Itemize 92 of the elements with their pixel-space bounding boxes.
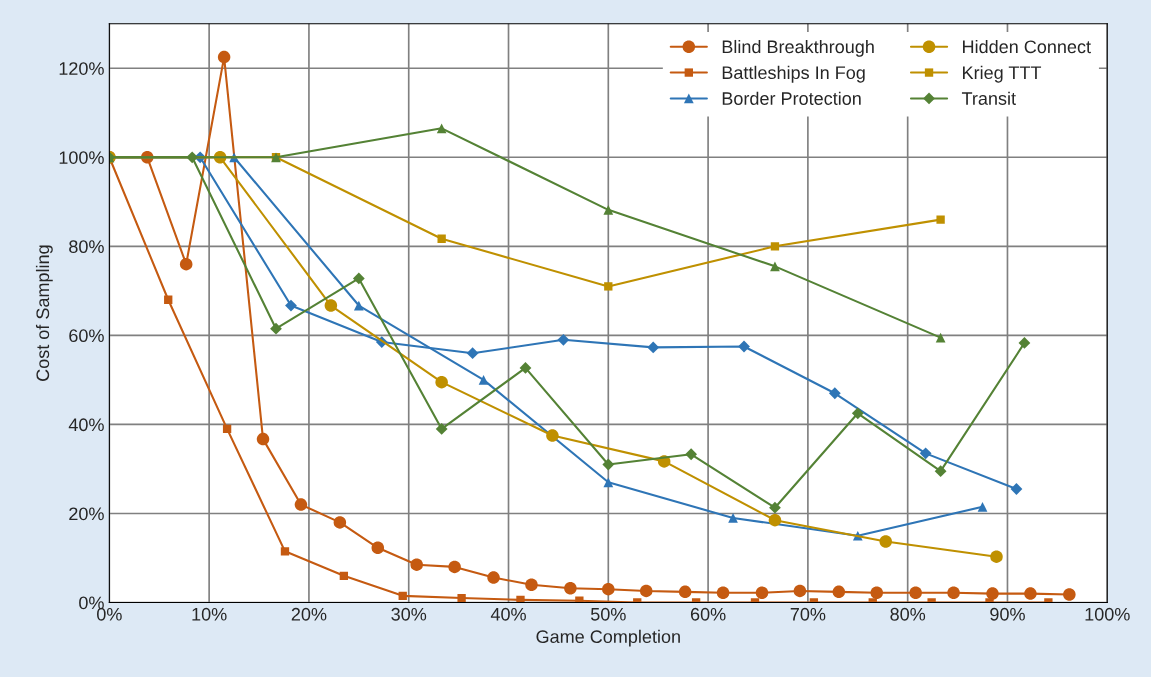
point: [437, 234, 446, 243]
point: [603, 204, 614, 215]
point: [398, 591, 407, 601]
point: [546, 429, 559, 442]
point: [936, 215, 945, 224]
point: [728, 513, 738, 523]
point: [738, 340, 750, 353]
point: [947, 586, 960, 599]
point: [977, 501, 988, 512]
point: [770, 242, 780, 251]
x-tick-label: 60%: [690, 607, 726, 621]
legend-label: Border Protection: [722, 91, 861, 105]
point: [179, 257, 193, 271]
y-tick-label: 100%: [59, 151, 104, 164]
x-tick-label: 20%: [291, 607, 327, 621]
point: [164, 295, 173, 304]
x-tick-label: 80%: [890, 607, 926, 621]
x-tick-label: 50%: [590, 607, 626, 621]
point: [217, 50, 231, 64]
point: [435, 422, 448, 435]
legend-label: Transit: [961, 91, 1016, 105]
x-tick-label: 10%: [192, 607, 227, 621]
point: [602, 582, 615, 596]
point: [851, 407, 864, 420]
y-tick-label: 40%: [68, 418, 104, 432]
point: [222, 424, 232, 434]
y-tick-label: 80%: [69, 240, 104, 254]
point: [990, 550, 1003, 563]
point: [435, 375, 448, 389]
point: [410, 558, 423, 571]
point: [294, 498, 308, 511]
point: [986, 587, 999, 600]
point: [575, 596, 584, 603]
point: [716, 586, 730, 599]
point: [602, 458, 615, 471]
point: [828, 387, 841, 400]
legend-label: Hidden Connect: [963, 39, 1091, 54]
x-axis-title: Game Completion: [536, 629, 680, 647]
point: [793, 584, 807, 598]
point: [487, 571, 500, 584]
point: [832, 585, 846, 599]
point: [557, 333, 570, 346]
point: [525, 578, 538, 591]
x-tick-label: 90%: [990, 607, 1025, 621]
point: [457, 593, 466, 603]
point: [353, 300, 364, 311]
point: [909, 586, 922, 599]
point: [934, 465, 947, 478]
y-axis-title: Cost of Sampling: [35, 245, 53, 381]
point: [870, 586, 883, 599]
point: [333, 516, 347, 529]
point: [1018, 337, 1031, 349]
point: [516, 595, 525, 603]
point: [339, 571, 349, 580]
legend-label: Battleships In Fog: [722, 65, 865, 83]
point: [270, 322, 282, 335]
y-tick-label: 60%: [69, 329, 104, 343]
x-tick-label: 40%: [490, 607, 526, 621]
point: [352, 272, 365, 285]
legend-label: Blind Breakthrough: [722, 39, 874, 57]
x-tick-label: 70%: [790, 607, 826, 621]
point: [280, 547, 290, 556]
point: [1063, 588, 1076, 601]
point: [564, 582, 577, 595]
point: [436, 123, 447, 134]
point: [466, 347, 479, 360]
point: [371, 541, 385, 555]
point: [478, 375, 489, 385]
x-tick-label: 30%: [391, 607, 427, 621]
point: [769, 501, 781, 514]
point: [1010, 483, 1023, 495]
point: [324, 299, 338, 312]
y-tick-label: 120%: [59, 62, 104, 75]
y-tick-label: 20%: [69, 507, 104, 521]
point: [685, 448, 698, 461]
point: [755, 586, 769, 599]
point: [879, 535, 892, 548]
point: [639, 584, 653, 598]
x-tick-label: 100%: [1085, 607, 1130, 621]
point: [919, 447, 932, 460]
point: [519, 361, 532, 374]
point: [603, 477, 614, 488]
legend-label: Krieg TTT: [963, 65, 1042, 83]
point: [768, 513, 782, 527]
point: [256, 432, 270, 446]
point: [604, 282, 613, 291]
point: [647, 341, 660, 354]
point: [285, 299, 297, 312]
point: [678, 585, 692, 599]
point: [448, 560, 461, 574]
point: [770, 261, 780, 272]
point: [1024, 587, 1037, 600]
